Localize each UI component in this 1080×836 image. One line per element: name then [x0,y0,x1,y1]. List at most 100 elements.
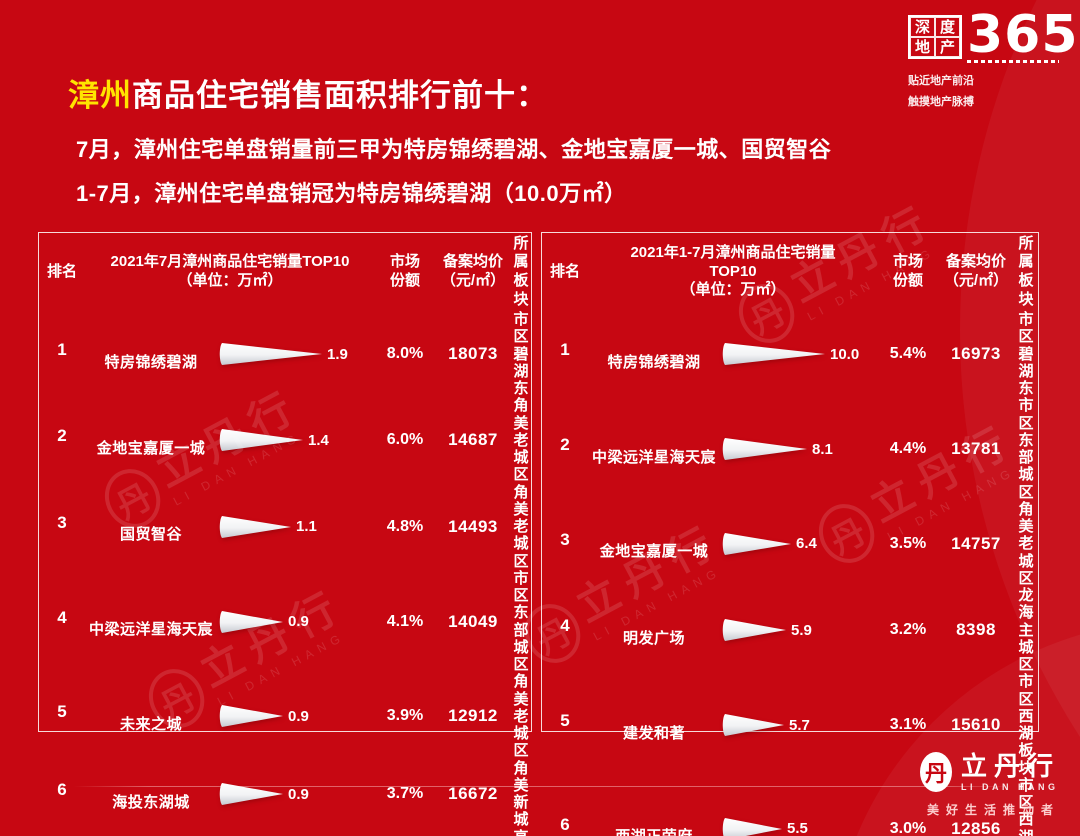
sales-bar-shape [722,619,786,642]
subtitle-july: 7月，漳州住宅单盘销量前三甲为特房锦绣碧湖、金地宝嘉厦一城、国贸智谷 [76,137,832,162]
cell-project-name: 特房锦绣碧湖 [607,353,701,371]
cell-market-share: 6.0% [386,431,424,449]
sales-bar-value: 0.9 [288,707,309,725]
cell-district: 角美 老城区 [513,397,529,484]
header-avg-price: 备案均价 （元/㎡） [440,253,506,289]
brand-box-char: 地 [910,36,935,57]
table-row: 1 特房锦绣碧湖 10.0 5.4% 16973 市区 碧湖东 [542,311,1038,397]
cell-avg-price: 15610 [951,715,1001,734]
sales-bar-shape [722,343,825,366]
cell-rank: 4 [560,616,570,636]
table-row: 7 联发·君领壹号 0.6 2.7% 11123 高新区 碧湖南 [39,829,531,836]
cell-district: 角美 老城区 [513,673,529,760]
cell-project-name: 中梁远洋星海天宸 [591,448,716,466]
cell-district: 市区 西湖板块 [1018,673,1034,777]
sales-bar-shape [219,429,303,452]
lidanhang-name: 立丹行 [960,750,1060,781]
subtitle-jan-july: 1-7月，漳州住宅单盘销冠为特房锦绣碧湖（10.0万㎡） [76,181,627,206]
brand-tagline-2: 触摸地产脉搏 [908,95,974,108]
cell-project-name: 西湖正荣府 [588,825,720,836]
brand-tagline-1: 贴近地产前沿 [908,74,974,87]
cell-rank: 3 [57,512,67,532]
table-row: 2 中梁远洋星海天宸 8.1 4.4% 13781 市区 东部城区 [542,397,1038,501]
sales-bar-value: 1.1 [296,518,317,536]
sales-bar-value: 1.4 [308,431,329,449]
tables: 排名 2021年7月漳州商品住宅销量TOP10 （单位：万㎡） 市场 份额 备案… [38,232,1039,836]
sales-bar-value: 0.9 [288,785,309,803]
brand-box-char: 深 [910,16,935,37]
cell-rank: 5 [57,702,67,722]
cell-rank: 2 [560,435,570,454]
cell-market-share: 4.8% [386,517,424,535]
cell-project-name: 明发广场 [622,629,685,647]
table-row: 3 金地宝嘉厦一城 6.4 3.5% 14757 角美 老城区 [542,501,1038,587]
table-row: 2 金地宝嘉厦一城 1.4 6.0% 14687 角美 老城区 [39,397,531,483]
cell-sales-bar: 1.1 [217,515,375,539]
cell-sales-bar: 10.0 [720,342,878,366]
cell-avg-price: 13781 [951,439,1001,458]
header-market-share: 市场 份额 [892,253,923,289]
cell-project-name: 未来之城 [119,715,182,733]
table-row: 6 西湖正荣府 5.5 3.0% 12856 市区 西湖板块 [542,777,1038,836]
cell-project-name: 金地宝嘉厦一城 [599,543,709,561]
sales-bar-value: 5.9 [791,621,812,639]
sales-bar-shape [722,532,791,555]
table-row: 3 国贸智谷 1.1 4.8% 14493 角美 老城区 [39,484,531,570]
cell-district: 高新区 碧湖南 [511,829,531,836]
cell-avg-price: 14493 [448,516,498,536]
cell-rank: 1 [57,340,67,360]
sales-bar-value: 8.1 [812,440,833,458]
table-row: 5 建发和著 5.7 3.1% 15610 市区 西湖板块 [542,673,1038,777]
table-row: 4 中梁远洋星海天宸 0.9 4.1% 14049 市区 东部城区 [39,570,531,674]
cell-project-name: 建发和著 [622,724,685,742]
sales-bar-shape [219,783,283,805]
cell-district: 市区 碧湖东 [513,311,529,397]
cell-project-name: 中梁远洋星海天宸 [88,621,213,638]
cell-district: 角美 老城区 [513,483,529,570]
table-row: 6 海投东湖城 0.9 3.7% 16672 角美新城 [39,760,531,829]
table-row: 4 明发广场 5.9 3.2% 8398 龙海 主城区 [542,587,1038,673]
cell-rank: 6 [57,780,67,799]
cell-sales-bar: 6.4 [720,532,878,556]
cell-avg-price: 14687 [448,430,498,450]
cell-avg-price: 14049 [448,611,498,631]
header-title: 2021年7月漳州商品住宅销量TOP10 （单位：万㎡） [110,253,350,289]
cell-project-name: 金地宝嘉厦一城 [96,439,206,457]
cell-market-share: 3.5% [889,534,927,552]
cell-sales-bar: 0.9 [217,704,375,728]
cell-project-name: 特房锦绣碧湖 [104,353,198,371]
cell-avg-price: 12912 [448,706,498,726]
title-rest: 商品住宅销售面积排行前十： [132,78,548,113]
lidanhang-seal-icon: 丹 [919,752,952,792]
brand-dashed-underline [967,59,1059,63]
cell-sales-bar: 5.7 [720,713,878,737]
lidanhang-latin-name: LI DAN HANG [960,781,1059,792]
sales-bar-shape [219,515,291,538]
cell-district: 龙海 主城区 [1018,587,1034,673]
cell-avg-price: 16672 [448,784,498,803]
cell-market-share: 5.4% [889,345,927,363]
cell-avg-price: 12856 [951,818,1001,836]
cell-market-share: 3.2% [889,621,927,639]
header-rank: 排名 [549,262,580,280]
brand-box-icon: 深 度 地 产 [908,14,962,59]
cell-market-share: 3.9% [386,707,424,725]
cell-sales-bar: 8.1 [720,437,878,461]
footer-logo-lidanhang: 丹 立丹行 LI DAN HANG 美好生活推动者 [919,750,1060,818]
sales-bar-value: 6.4 [796,535,817,553]
cell-market-share: 4.4% [889,440,927,457]
sales-bar-value: 5.5 [787,820,808,836]
cell-rank: 1 [560,340,570,360]
cell-rank: 5 [560,711,570,730]
cell-market-share: 3.7% [386,785,424,802]
brand-box-char: 度 [935,16,960,37]
cell-district: 角美新城 [513,759,529,829]
cell-rank: 6 [560,814,570,834]
cell-avg-price: 16973 [951,344,1001,364]
cell-market-share: 8.0% [386,345,424,363]
cell-district: 市区 东部城区 [513,569,529,673]
cell-district: 角美 老城区 [1018,500,1034,587]
cell-sales-bar: 0.9 [217,782,375,806]
cell-rank: 2 [57,426,67,446]
sales-bar-value: 10.0 [830,345,860,363]
